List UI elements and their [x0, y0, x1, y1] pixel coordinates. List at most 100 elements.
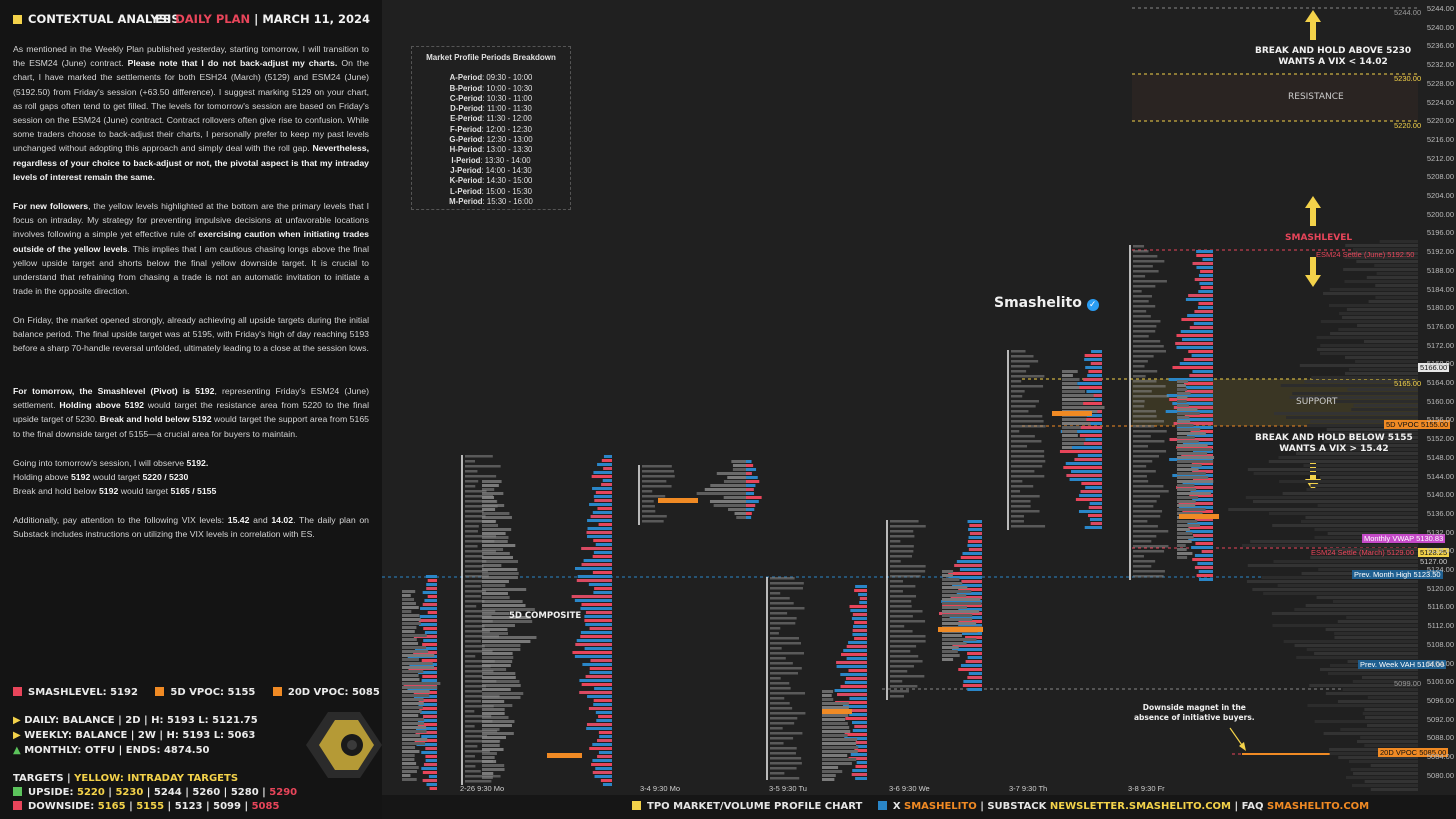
profile-bar [1194, 278, 1213, 281]
tpo-letters [465, 540, 495, 543]
tpo-letters [890, 580, 903, 583]
tpo-letters [890, 650, 911, 653]
tpo-letters [1133, 450, 1167, 453]
tpo-letters [770, 692, 806, 695]
tpo-letters [1011, 375, 1045, 378]
tpo-letters [1133, 505, 1154, 508]
pointer-arrow-head [1239, 742, 1246, 751]
profile-bar [402, 630, 415, 633]
profile-bar [1245, 496, 1418, 499]
profile-bar [849, 697, 867, 700]
tpo-letters [1133, 500, 1157, 503]
tpo-letters [890, 570, 926, 573]
profile-bar [593, 539, 612, 542]
price-tick: 5108.00 [1426, 639, 1454, 649]
profile-bar [1177, 484, 1195, 487]
tpo-letters [1133, 425, 1155, 428]
profile-bar [1063, 466, 1102, 469]
profile-bar [746, 504, 756, 507]
tpo-letters [465, 530, 478, 533]
tag-20d-vpoc: 20D VPOC 5085.00 [1378, 748, 1449, 757]
substack-link[interactable]: NEWSLETTER.SMASHELITO.COM [1049, 801, 1231, 812]
profile-bar [422, 675, 437, 678]
tpo-letters [890, 620, 926, 623]
profile-bar [402, 698, 424, 701]
profile-bar [581, 603, 612, 606]
profile-bar [1191, 354, 1213, 357]
tpo-letters [1133, 515, 1161, 518]
profile-bar [593, 699, 612, 702]
tpo-letters [1011, 390, 1025, 393]
tpo-letters [890, 625, 905, 628]
price-axis[interactable]: 5244.00 5240.00 5236.00 5232.00 5228.00 5224.… [1420, 0, 1456, 795]
profile-bar [1185, 530, 1213, 533]
period-time: : 09:30 - 10:00 [482, 73, 533, 83]
profile-bar [1336, 444, 1418, 447]
profile-bar [482, 492, 504, 495]
tpo-chart[interactable]: Market Profile Periods Breakdown A-Perio… [382, 0, 1456, 795]
profile-bar [1379, 240, 1418, 243]
arrow-down-icon [1305, 257, 1321, 287]
profile-bar [482, 744, 500, 747]
profile-bar [962, 552, 982, 555]
profile-bar [1252, 588, 1418, 591]
profile-bar [417, 719, 437, 722]
profile-bar [956, 592, 982, 595]
profile-bar [590, 659, 612, 662]
break-above-note: BREAK AND HOLD ABOVE 5230 WANTS A VIX < 1… [1255, 46, 1412, 67]
profile-bar [1273, 412, 1418, 415]
profile-bar [402, 778, 417, 781]
price-tick: 5144.00 [1426, 471, 1454, 481]
magnet-note: Downside magnet in the absence of initiat… [1134, 703, 1255, 722]
profile-bar [942, 634, 962, 637]
profile-bar [402, 766, 419, 769]
profile-bar [1175, 342, 1213, 345]
profile-bar [402, 634, 427, 637]
profile-bar [954, 564, 982, 567]
tpo-letters [1011, 450, 1045, 453]
profile-bar [941, 600, 982, 603]
daily-balance: ▶ DAILY: BALANCE | 2D | H: 5193 L: 5121.… [13, 715, 258, 726]
tpo-letters [1133, 550, 1165, 553]
tpo-letters [1011, 385, 1044, 388]
profile-bar [963, 680, 982, 683]
profile-bar [418, 703, 437, 706]
profile-bar [1077, 454, 1102, 457]
profile-bar [594, 775, 612, 778]
chart-canvas[interactable] [382, 0, 1456, 795]
profile-bar [1059, 450, 1102, 453]
profile-bar [594, 687, 612, 690]
profile-bar [1182, 442, 1213, 445]
profile-bar [1283, 640, 1418, 643]
period-name: E-Period [450, 114, 483, 124]
period-time: : 11:30 - 12:00 [482, 114, 532, 124]
x-handle-link[interactable]: SMASHELITO [904, 801, 977, 812]
tpo-letters [465, 575, 489, 578]
profile-bar [423, 715, 437, 718]
tpo-letters [890, 520, 919, 523]
price-tick: 5204.00 [1426, 191, 1454, 200]
tpo-letters [1133, 400, 1145, 403]
profile-bar [402, 626, 417, 629]
tpo-letters [1133, 440, 1165, 443]
profile-bar [845, 717, 867, 720]
tpo-letters [890, 595, 917, 598]
profile-bar [1306, 648, 1418, 651]
profile-bar [1196, 266, 1213, 269]
profile-bar [425, 759, 437, 762]
tpo-letters [465, 510, 484, 513]
period-time: : 10:30 - 11:00 [482, 93, 533, 103]
tpo-letters [1133, 485, 1164, 488]
profile-bar [967, 688, 982, 691]
tpo-letters [465, 715, 492, 718]
faq-link[interactable]: SMASHELITO.COM [1267, 801, 1370, 812]
profile-bar [1086, 390, 1102, 393]
tpo-letters [890, 670, 908, 673]
profile-bar [822, 778, 835, 781]
brand-name: Smashelito ✓ [994, 295, 1099, 311]
profile-bar [746, 464, 754, 467]
profile-bar [482, 756, 495, 759]
profile-bar [1177, 468, 1199, 471]
tpo-letters [1011, 360, 1039, 363]
profile-bar [961, 580, 982, 583]
